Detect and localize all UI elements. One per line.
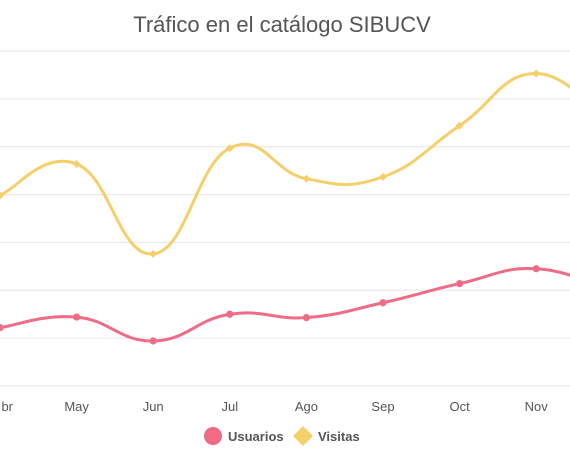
data-point-usuarios-oct[interactable] (456, 279, 464, 288)
legend-marker-usuarios (204, 427, 222, 445)
data-point-visitas-oct[interactable] (455, 121, 464, 130)
x-tick-label: Nov (525, 399, 549, 414)
x-tick-label: Sep (371, 399, 394, 414)
chart-title: Tráfico en el catálogo SIBUCV (133, 12, 431, 37)
series-line-visitas (0, 71, 570, 256)
legend[interactable]: Usuarios Visitas (204, 426, 360, 446)
x-tick-label: May (64, 399, 89, 414)
legend-label-visitas: Visitas (318, 429, 360, 444)
legend-item-visitas[interactable]: Visitas (293, 426, 360, 446)
x-tick-label: Jun (143, 399, 164, 414)
data-point-visitas-may[interactable] (72, 159, 81, 168)
data-point-usuarios-abr[interactable] (0, 324, 4, 332)
data-point-usuarios-nov[interactable] (532, 265, 540, 273)
data-point-usuarios-sep[interactable] (379, 299, 387, 307)
data-point-visitas-jun[interactable] (149, 249, 158, 258)
data-point-usuarios-jul[interactable] (226, 310, 234, 318)
legend-label-usuarios: Usuarios (228, 429, 284, 444)
series-line-usuarios (0, 267, 570, 343)
data-point-usuarios-ago[interactable] (302, 313, 310, 322)
data-point-usuarios-jun[interactable] (149, 337, 157, 345)
series-usuarios (0, 265, 570, 345)
series-visitas (0, 69, 570, 258)
data-point-visitas-jul[interactable] (225, 144, 234, 153)
x-axis-ticks: br May Jun Jul Ago Sep Oct Nov (1, 399, 548, 414)
legend-marker-visitas (293, 426, 313, 446)
x-tick-label: br (1, 399, 13, 414)
data-point-visitas-nov[interactable] (532, 69, 541, 78)
data-point-visitas-abr[interactable] (0, 191, 4, 200)
x-tick-label: Oct (449, 399, 470, 414)
x-tick-label: Ago (295, 399, 318, 414)
data-point-usuarios-may[interactable] (73, 313, 81, 321)
legend-item-usuarios[interactable]: Usuarios (204, 427, 284, 445)
data-point-visitas-ago[interactable] (302, 174, 311, 183)
gridlines (0, 50, 570, 387)
data-point-visitas-sep[interactable] (379, 172, 387, 181)
x-tick-label: Jul (221, 399, 238, 414)
series-layer (0, 69, 570, 345)
